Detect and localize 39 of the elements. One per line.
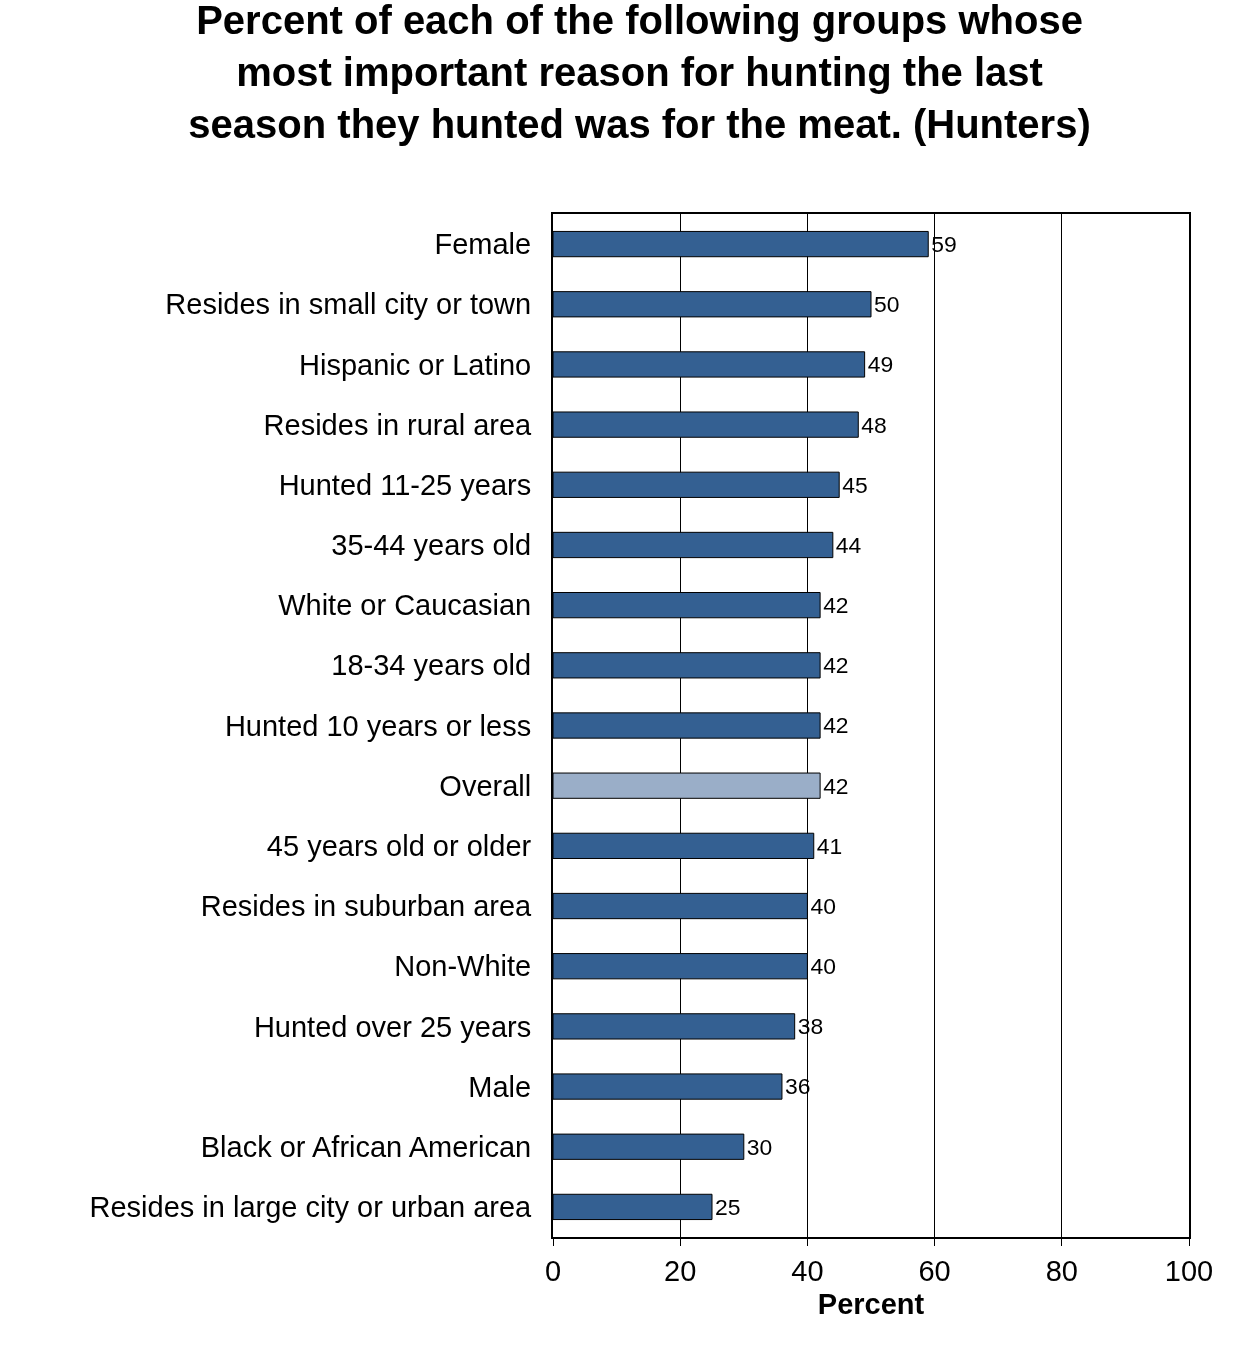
data-label: 49 <box>867 351 894 378</box>
data-label: 42 <box>823 712 849 739</box>
data-label: 30 <box>746 1133 773 1160</box>
y-tick-label: Female <box>434 228 532 261</box>
y-tick-label: Overall <box>439 769 532 802</box>
x-axis-title: Percent <box>817 1288 925 1321</box>
data-label: 40 <box>810 892 836 919</box>
y-tick-label: 45 years old or older <box>266 830 532 862</box>
y-tick-label: Resides in small city or town <box>165 288 532 321</box>
y-tick-label: 18-34 years old <box>331 649 532 682</box>
y-tick-label: Hispanic or Latino <box>299 348 532 381</box>
y-tick-label: Hunted over 25 years <box>253 1010 532 1043</box>
x-tick-label: 80 <box>1045 1254 1078 1287</box>
data-label: 42 <box>823 652 849 679</box>
y-tick-label: Resides in large city or urban area <box>89 1191 533 1224</box>
data-label: 42 <box>823 592 849 619</box>
chart-title: Percent of each of the following groups whose most important reason for hunting the last season they hunted was for the meat. (Hunters) <box>188 0 1091 146</box>
x-tick-label: 20 <box>664 1254 697 1287</box>
data-label: 40 <box>810 953 836 980</box>
y-tick-label: Hunted 11-25 years <box>278 468 532 501</box>
data-label: 45 <box>842 471 868 498</box>
y-tick-label: Hunted 10 years or less <box>224 709 532 742</box>
y-tick-label: Resides in suburban area <box>200 890 533 923</box>
data-label: 50 <box>874 291 900 318</box>
x-tick-label: 40 <box>791 1254 824 1287</box>
data-label: 44 <box>835 531 862 558</box>
y-tick-label: Resides in rural area <box>263 408 533 441</box>
x-tick-label: 100 <box>1164 1254 1214 1287</box>
data-label: 42 <box>823 772 849 799</box>
data-label: 48 <box>861 411 887 438</box>
y-tick-label: White or Caucasian <box>278 589 532 622</box>
data-label: 41 <box>816 832 843 859</box>
y-tick-label: 35-44 years old <box>331 529 532 562</box>
x-tick-label: 60 <box>918 1254 951 1287</box>
x-tick-label: 0 <box>544 1254 562 1287</box>
y-tick-label: Non-White <box>394 950 532 983</box>
y-tick-label: Male <box>468 1070 532 1103</box>
data-label: 25 <box>715 1193 741 1220</box>
y-tick-label: Black or African American <box>200 1130 532 1163</box>
